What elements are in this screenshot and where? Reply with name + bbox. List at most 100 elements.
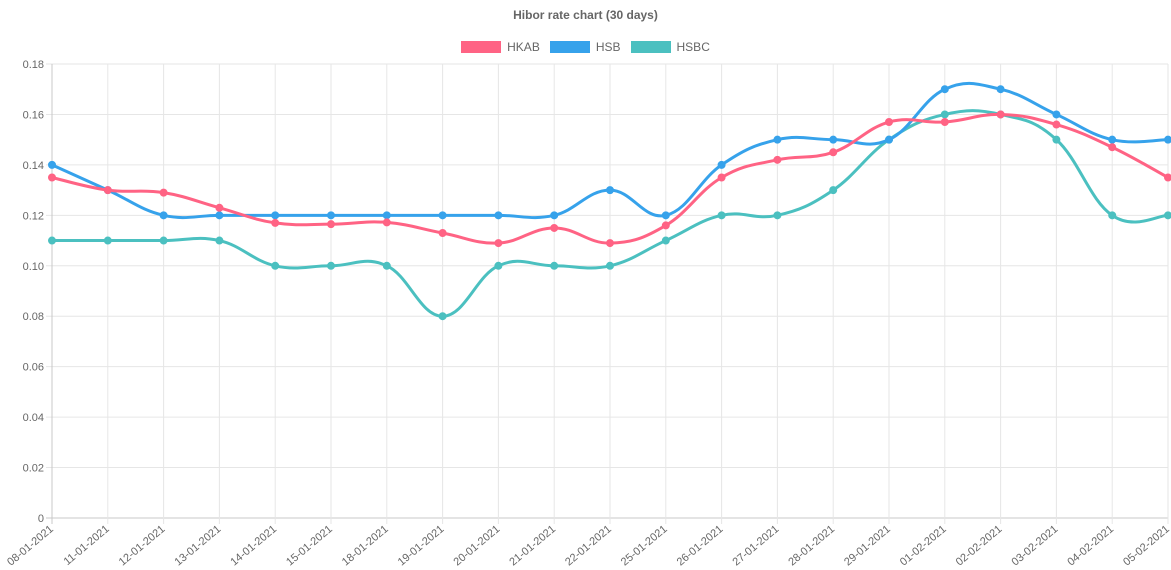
x-tick-label: 25-01-2021 (619, 523, 670, 568)
x-tick-label: 18-01-2021 (340, 523, 391, 568)
y-tick-label: 0.04 (23, 412, 44, 424)
data-point-hsbc (48, 236, 56, 245)
data-point-hsb (327, 211, 335, 220)
data-point-hsbc (717, 211, 726, 220)
data-point-hkab (48, 173, 56, 182)
data-point-hsb (159, 211, 168, 220)
data-point-hsb (661, 211, 670, 220)
data-point-hkab (271, 218, 280, 227)
data-point-hsbc (1108, 211, 1117, 220)
data-point-hsbc (661, 236, 670, 245)
x-tick-label: 02-02-2021 (954, 523, 1005, 568)
data-point-hkab (1052, 120, 1061, 129)
legend-item-hsb[interactable]: HSB (549, 40, 621, 54)
data-point-hsb (1052, 110, 1061, 119)
x-tick-label: 19-01-2021 (396, 523, 447, 568)
data-point-hsb (829, 135, 838, 144)
data-point-hkab (829, 148, 838, 157)
data-point-hsb (1164, 135, 1171, 144)
data-point-hkab (606, 239, 614, 248)
x-tick-label: 04-02-2021 (1065, 523, 1116, 568)
data-point-hsbc (829, 186, 838, 195)
data-point-hsbc (494, 261, 503, 270)
data-point-hsb (494, 211, 503, 220)
data-point-hkab (885, 118, 893, 127)
data-point-hkab (382, 218, 391, 227)
data-point-hsb (550, 211, 559, 220)
legend-label-hkab: HKAB (507, 40, 540, 54)
legend-item-hsbc[interactable]: HSBC (630, 40, 710, 54)
legend-swatch-hsb (549, 41, 590, 53)
data-point-hsbc (1052, 135, 1061, 144)
data-point-hsb (1108, 135, 1117, 144)
legend-swatch-hsbc (630, 41, 671, 53)
y-tick-label: 0.06 (23, 362, 44, 374)
x-tick-label: 28-01-2021 (786, 523, 837, 568)
x-tick-label: 05-02-2021 (1121, 523, 1171, 568)
data-point-hsb (996, 85, 1005, 94)
x-tick-label: 27-01-2021 (731, 523, 782, 568)
chart-title: Hibor rate chart (30 days) (513, 8, 658, 22)
y-tick-label: 0.18 (23, 59, 44, 71)
x-tick-label: 11-01-2021 (62, 523, 112, 568)
data-point-hsb (940, 85, 949, 94)
x-tick-label: 01-02-2021 (898, 523, 949, 568)
x-tick-label: 03-02-2021 (1010, 523, 1061, 568)
data-point-hkab (1164, 173, 1171, 182)
x-tick-label: 21-01-2021 (507, 523, 558, 568)
data-point-hsbc (382, 261, 391, 270)
chart-legend: HKAB HSB HSBC (0, 40, 1171, 54)
data-point-hsb (606, 186, 614, 195)
x-tick-label: 29-01-2021 (842, 523, 893, 568)
data-point-hsbc (215, 236, 224, 245)
y-tick-label: 0.02 (23, 463, 44, 475)
data-point-hsbc (103, 236, 112, 245)
data-point-hsb (382, 211, 391, 220)
legend-label-hsbc: HSBC (676, 40, 710, 54)
data-point-hsbc (940, 110, 949, 119)
data-point-hsbc (773, 211, 782, 220)
legend-swatch-hkab (461, 41, 502, 53)
data-point-hkab (159, 188, 168, 197)
legend-item-hkab[interactable]: HKAB (461, 40, 540, 54)
data-point-hkab (327, 220, 335, 229)
data-point-hsbc (271, 261, 280, 270)
y-tick-label: 0.12 (23, 210, 44, 222)
data-point-hsb (48, 160, 56, 169)
data-point-hkab (103, 186, 112, 195)
y-tick-label: 0.14 (23, 160, 44, 172)
data-point-hsbc (327, 261, 335, 270)
data-point-hsbc (438, 312, 447, 321)
data-point-hkab (215, 203, 224, 212)
data-point-hsbc (159, 236, 168, 245)
y-tick-label: 0.08 (23, 311, 44, 323)
data-point-hkab (940, 118, 949, 127)
x-tick-label: 15-01-2021 (284, 523, 335, 568)
x-tick-label: 13-01-2021 (173, 523, 224, 568)
data-point-hkab (1108, 143, 1117, 152)
x-tick-label: 14-01-2021 (228, 523, 279, 568)
x-tick-label: 08-01-2021 (5, 523, 56, 568)
data-point-hkab (717, 173, 726, 182)
data-point-hkab (996, 110, 1005, 119)
data-point-hsbc (1164, 211, 1171, 220)
x-tick-label: 22-01-2021 (563, 523, 614, 568)
x-tick-label: 12-01-2021 (117, 523, 168, 568)
data-point-hsb (773, 135, 782, 144)
y-tick-label: 0.16 (23, 109, 44, 121)
y-tick-label: 0.10 (23, 261, 44, 273)
data-point-hsb (215, 211, 224, 220)
data-point-hkab (773, 155, 782, 164)
data-point-hkab (661, 221, 670, 230)
y-tick-label: 0 (38, 513, 44, 525)
data-point-hsb (271, 211, 280, 220)
data-point-hsb (885, 135, 893, 144)
data-point-hsb (438, 211, 447, 220)
x-tick-label: 26-01-2021 (675, 523, 726, 568)
legend-label-hsb: HSB (595, 40, 621, 54)
data-point-hkab (438, 228, 447, 237)
data-point-hsbc (550, 261, 559, 270)
data-point-hkab (494, 239, 503, 248)
